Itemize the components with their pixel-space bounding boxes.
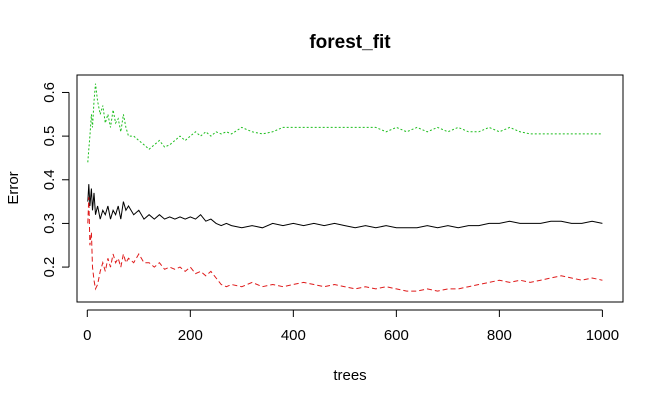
x-tick-label: 200 — [178, 327, 203, 344]
x-tick-label: 600 — [384, 327, 409, 344]
series-line-3 — [87, 83, 603, 163]
series-line-2 — [87, 197, 603, 292]
x-tick-label: 1000 — [586, 327, 619, 344]
x-tick-label: 0 — [83, 327, 91, 344]
series-line-1 — [87, 184, 603, 229]
x-tick-label: 400 — [281, 327, 306, 344]
x-axis-label: trees — [333, 367, 366, 384]
y-tick-label: 0.4 — [41, 169, 58, 190]
y-tick-label: 0.2 — [41, 257, 58, 278]
y-tick-label: 0.6 — [41, 82, 58, 103]
x-tick-label: 800 — [487, 327, 512, 344]
series-layer — [87, 83, 603, 292]
plot-frame — [76, 74, 624, 303]
y-axis: 0.2 0.3 0.4 0.5 0.6 — [41, 82, 70, 278]
y-tick-label: 0.5 — [41, 126, 58, 147]
chart-title: forest_fit — [309, 32, 391, 53]
x-axis: 0 200 400 600 800 1000 — [83, 309, 619, 344]
y-tick-label: 0.3 — [41, 213, 58, 234]
y-axis-label: Error — [5, 171, 22, 204]
